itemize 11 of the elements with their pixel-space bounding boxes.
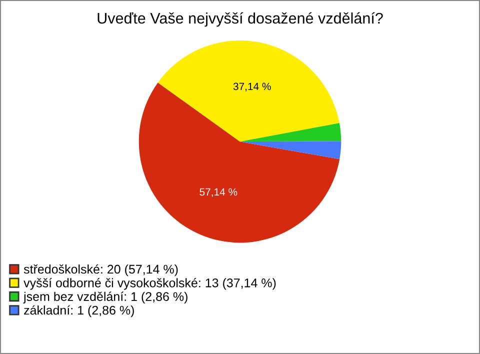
pie-slice	[240, 123, 342, 142]
chart-title: Uveďte Vaše nejvyšší dosažené vzdělání?	[98, 12, 383, 27]
legend-label: vyšší odborné či vysokoškolské: 13 (37,14 %)	[24, 278, 276, 290]
legend-label: základní: 1 (2,86 %)	[24, 305, 134, 318]
data-label: 57,14 %	[200, 188, 238, 197]
data-label: 37,14 %	[233, 82, 271, 92]
legend-label: jsem bez vzdělání: 1 (2,86 %)	[23, 292, 188, 304]
pie-slice	[138, 82, 340, 243]
legend-label: středoškolské: 20 (57,14 %)	[24, 264, 178, 276]
pie-slice	[158, 40, 340, 142]
pie-slice	[240, 141, 342, 160]
